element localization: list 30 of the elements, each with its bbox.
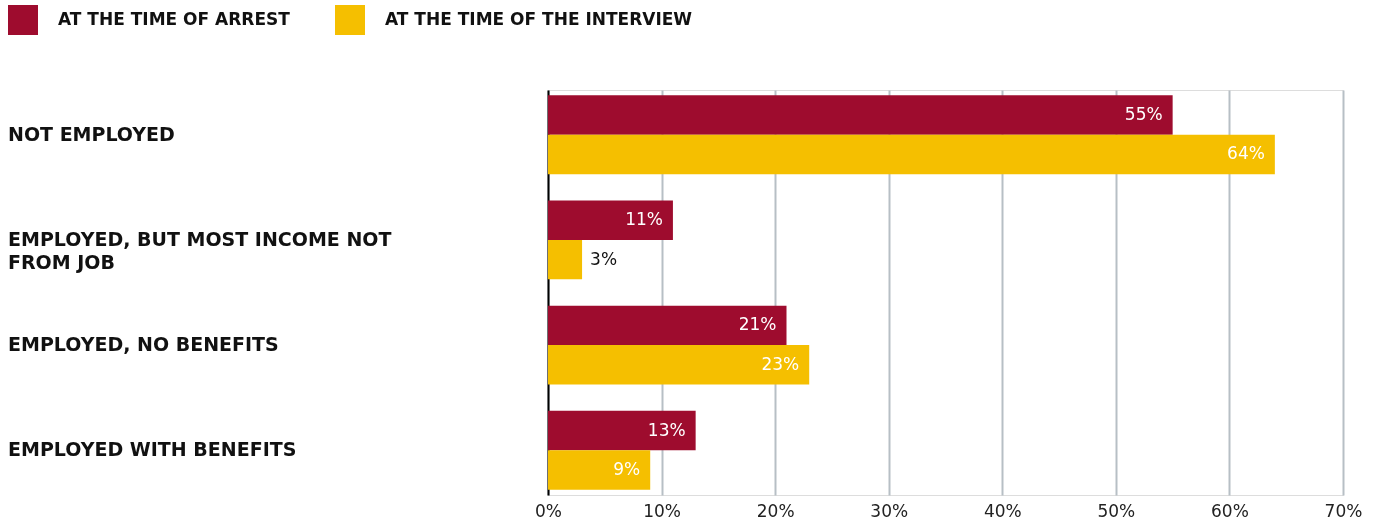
bar [548,345,810,385]
y-tick-label: EMPLOYED WITH BENEFITS [8,438,297,461]
bar [548,134,1275,175]
bar [548,450,651,490]
data-label: 21% [738,314,777,335]
bar [548,239,583,280]
x-tick-label: 0% [535,500,562,521]
bar [548,305,787,346]
data-label: 3% [590,248,618,269]
x-tick-label: 50% [1097,500,1136,521]
bar [548,200,673,240]
bar [548,410,696,451]
data-label: 64% [1227,143,1265,164]
data-label: 9% [613,459,641,480]
y-tick-label: EMPLOYED, NO BENEFITS [8,333,279,356]
bar [548,95,1173,135]
x-tick-label: 40% [983,500,1022,521]
legend-label: AT THE TIME OF ARREST [58,9,291,29]
x-tick-label: 10% [643,500,681,521]
x-tick-label: 60% [1211,500,1249,521]
y-tick-label: NOT EMPLOYED [8,122,175,145]
x-tick-label: 70% [1324,500,1363,521]
data-label: 13% [647,419,686,440]
x-tick-label: 30% [870,500,909,521]
legend-label: AT THE TIME OF THE INTERVIEW [385,9,693,29]
x-tick-label: 20% [756,500,795,521]
data-label: 11% [625,209,663,230]
data-label: 23% [761,353,800,374]
data-label: 55% [1124,103,1163,124]
y-tick-label: EMPLOYED, BUT MOST INCOME NOT FROM JOB [8,227,392,273]
